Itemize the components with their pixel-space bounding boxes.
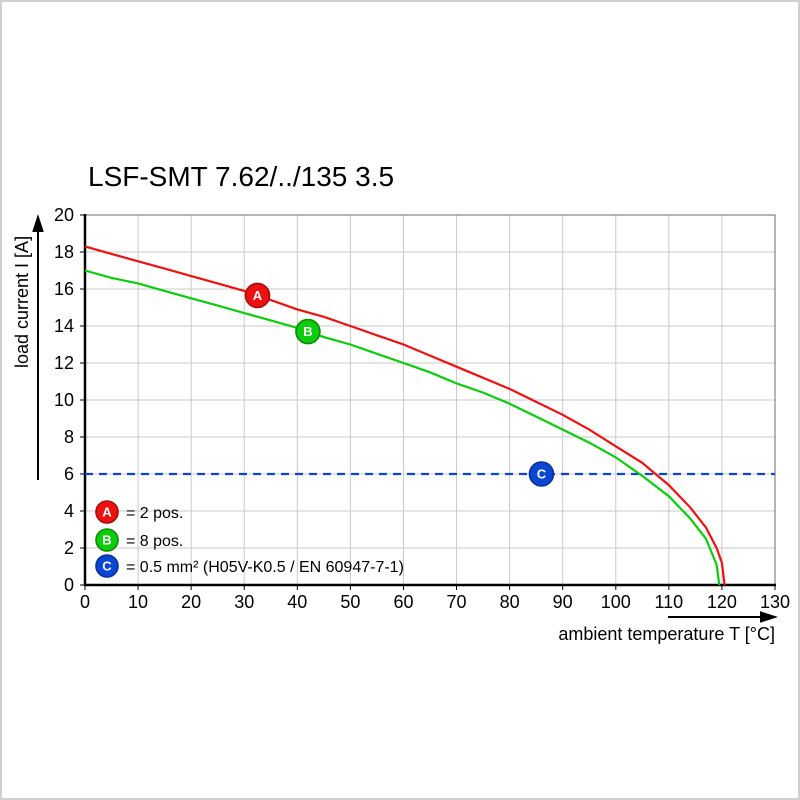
marker-letter-b: B: [303, 324, 312, 339]
y-axis-arrowhead-icon: [32, 214, 44, 232]
y-tick-label: 6: [64, 464, 74, 484]
curve-b: [84, 269, 721, 586]
x-tick-label: 20: [181, 592, 201, 612]
legend-key-b: B: [102, 533, 111, 548]
legend-dot-c: [95, 554, 119, 578]
x-tick-label: 40: [287, 592, 307, 612]
legend-item-a: A = 2 pos.: [95, 500, 183, 524]
axis-arrows: [32, 214, 778, 623]
marker-b: [295, 318, 321, 345]
x-axis-label: ambient temperature T [°C]: [558, 624, 775, 644]
x-tick-label: 90: [553, 592, 573, 612]
legend-dot-a: [95, 500, 119, 524]
chart-title: LSF-SMT 7.62/../135 3.5: [88, 161, 394, 192]
y-tick-label: 0: [64, 575, 74, 595]
y-tick-label: 18: [54, 242, 74, 262]
series-curves: [84, 245, 775, 586]
legend-label-c: = 0.5 mm² (H05V-K0.5 / EN 60947-7-1): [126, 559, 404, 576]
legend-item-c: C = 0.5 mm² (H05V-K0.5 / EN 60947-7-1): [95, 554, 404, 578]
x-tick-label: 70: [447, 592, 467, 612]
y-tick-label: 8: [64, 427, 74, 447]
legend: A = 2 pos. B = 8 pos. C = 0.5 mm² (H05V-…: [95, 500, 404, 578]
x-tick-label: 0: [80, 592, 90, 612]
x-tick-label: 30: [234, 592, 254, 612]
y-tick-label: 2: [64, 538, 74, 558]
y-tick-label: 12: [54, 353, 74, 373]
gridlines: [84, 214, 776, 586]
legend-label-a: = 2 pos.: [126, 505, 183, 522]
curve-markers: C B A: [244, 282, 555, 487]
tick-labels: 0 10 20 30 40 50 60 70 80 90 100 110 120 130 0 2 4 6 8 10 12…: [54, 205, 790, 612]
legend-label-b: = 8 pos.: [126, 533, 183, 550]
x-tick-label: 50: [340, 592, 360, 612]
plot-frame: [80, 214, 776, 590]
x-tick-label: 10: [128, 592, 148, 612]
marker-letter-c: C: [537, 467, 547, 482]
x-tick-label: 130: [760, 592, 790, 612]
y-tick-label: 14: [54, 316, 74, 336]
legend-key-c: C: [102, 559, 112, 574]
y-tick-label: 20: [54, 205, 74, 225]
curve-a: [84, 245, 726, 586]
x-tick-label: 120: [707, 592, 737, 612]
x-tick-label: 110: [654, 592, 683, 612]
legend-item-b: B = 8 pos.: [95, 528, 183, 552]
legend-key-a: A: [102, 505, 112, 520]
x-tick-label: 100: [601, 592, 631, 612]
marker-a: [244, 282, 271, 309]
legend-dot-b: [95, 528, 119, 552]
x-axis-arrowhead-icon: [760, 611, 778, 623]
y-tick-label: 10: [54, 390, 74, 410]
y-axis-label: load current I [A]: [12, 236, 32, 368]
y-tick-label: 16: [54, 279, 74, 299]
marker-c: [528, 461, 555, 487]
x-tick-label: 80: [500, 592, 520, 612]
y-tick-label: 4: [64, 501, 74, 521]
x-tick-label: 60: [393, 592, 413, 612]
marker-letter-a: A: [253, 288, 263, 303]
